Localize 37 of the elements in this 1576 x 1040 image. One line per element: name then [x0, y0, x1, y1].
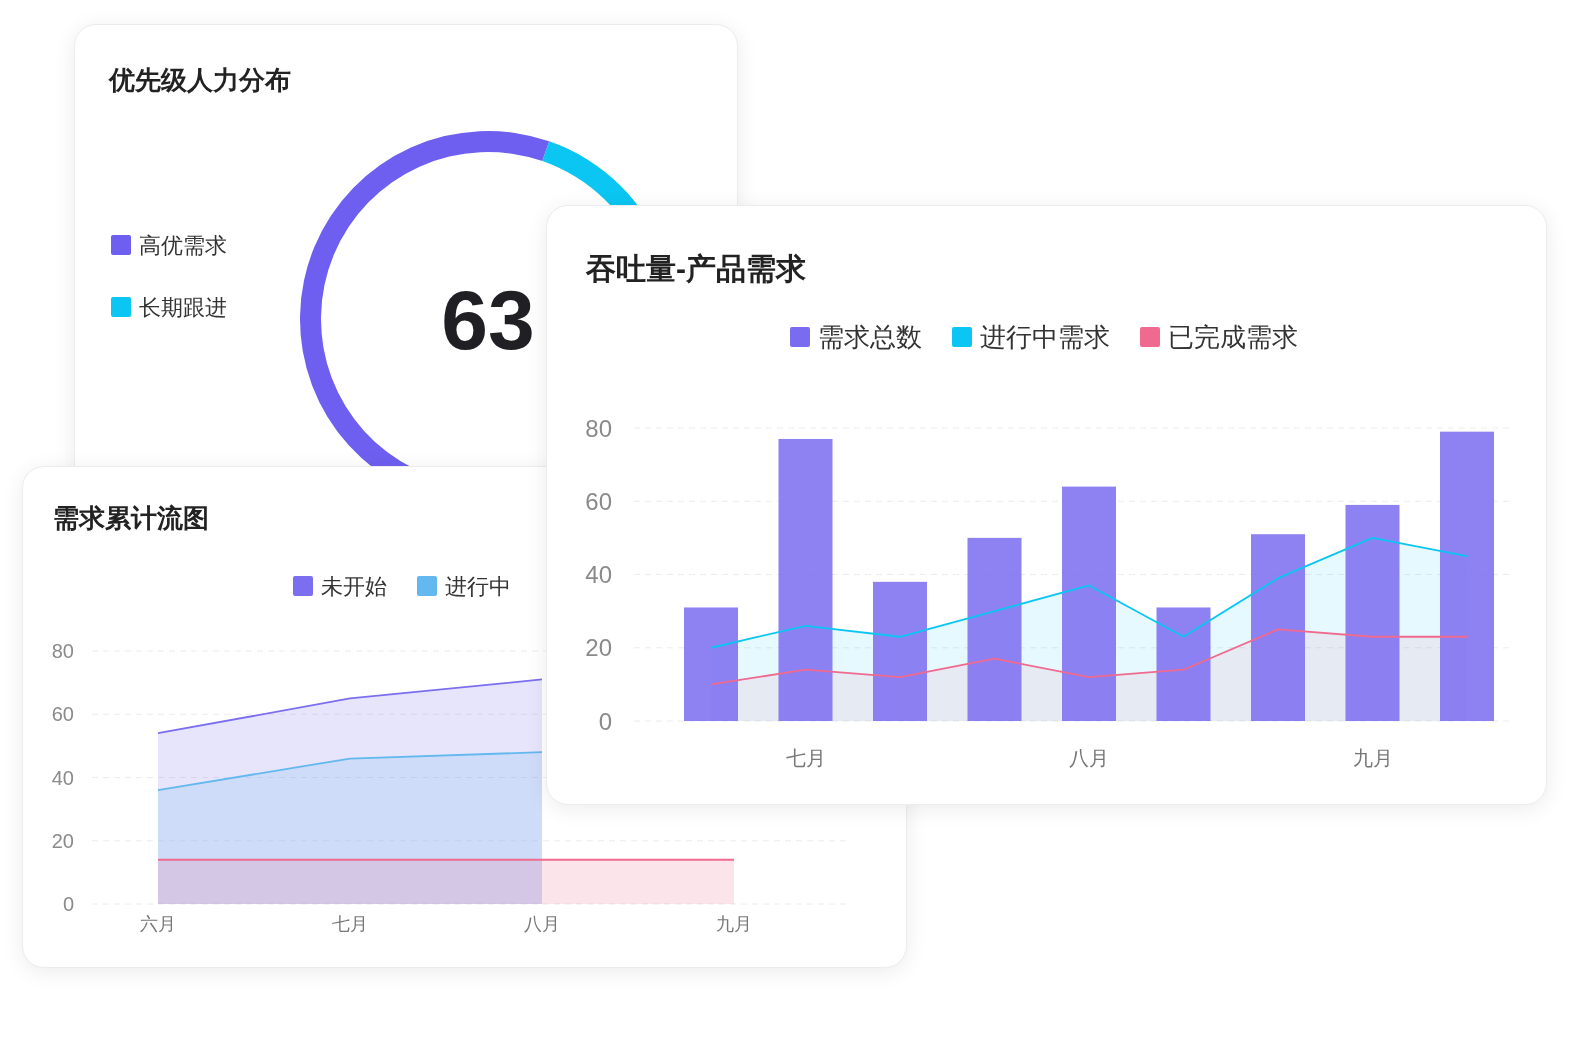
chart-title: 优先级人力分布 [108, 65, 291, 95]
x-tick-label: 六月 [140, 914, 176, 934]
y-tick-label: 0 [62, 893, 74, 916]
x-tick-label: 九月 [716, 914, 752, 934]
y-tick-label: 20 [51, 829, 74, 852]
bar [1062, 486, 1116, 721]
legend-label: 进行中 [445, 573, 511, 599]
y-tick-label: 0 [598, 707, 612, 735]
legend-label: 需求总数 [818, 322, 922, 353]
x-tick-label: 七月 [332, 914, 368, 934]
chart-title: 需求累计流图 [53, 503, 209, 533]
x-tick-label: 八月 [524, 914, 560, 934]
legend-label: 长期跟进 [139, 295, 227, 320]
bar [1156, 607, 1211, 721]
legend-label: 高优需求 [139, 233, 227, 258]
bar [1345, 504, 1400, 721]
bar [873, 581, 927, 721]
chart-title: 吞吐量-产品需求 [585, 252, 806, 285]
y-tick-label: 40 [51, 766, 74, 789]
bar [684, 607, 738, 721]
x-tick-label: 九月 [1352, 747, 1393, 769]
y-tick-label: 60 [585, 487, 612, 515]
y-tick-label: 80 [51, 640, 74, 663]
y-tick-label: 20 [585, 634, 612, 662]
y-tick-label: 80 [585, 414, 612, 442]
x-tick-label: 七月 [785, 747, 826, 769]
bar [1440, 431, 1494, 721]
legend-label: 已完成需求 [1168, 322, 1298, 353]
y-tick-label: 60 [51, 703, 74, 726]
bar [1251, 534, 1305, 721]
text: 63 [441, 273, 535, 367]
legend-label: 未开始 [321, 573, 387, 599]
x-tick-label: 八月 [1069, 747, 1109, 769]
bar [967, 537, 1022, 721]
bar [778, 438, 833, 721]
y-tick-label: 40 [585, 561, 612, 589]
legend-label: 进行中需求 [980, 322, 1110, 353]
